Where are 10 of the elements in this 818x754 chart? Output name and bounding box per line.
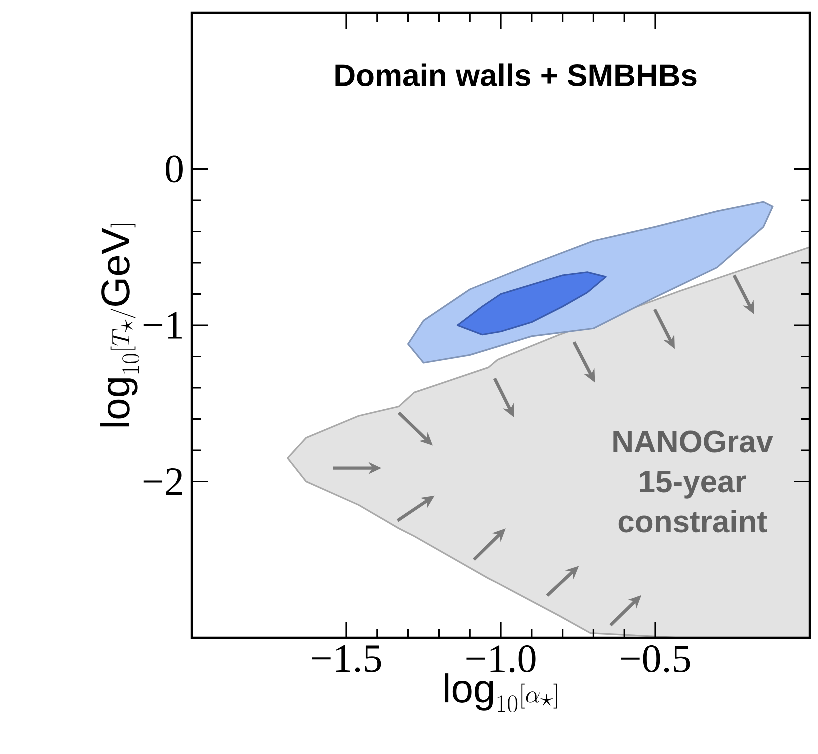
y-tick-label: −1 (144, 312, 182, 339)
y-tick-label: 0 (166, 156, 183, 183)
annotation: NANOGrav 15-year constraint (614, 430, 774, 533)
x-axis-title: $\log_{10}[\alpha_\star]$ (445, 674, 558, 712)
x-tick-label: −1.0 (466, 646, 536, 673)
text: Domain walls + SMBHBs (336, 64, 697, 86)
y-tick-label: −2 (144, 468, 182, 495)
y-axis-title: $\log_{10}[T_\star/\mathrm{GeV}]$ (100, 224, 140, 427)
x-tick-label: −0.5 (621, 646, 690, 673)
x-tick-label: −1.5 (312, 646, 382, 673)
